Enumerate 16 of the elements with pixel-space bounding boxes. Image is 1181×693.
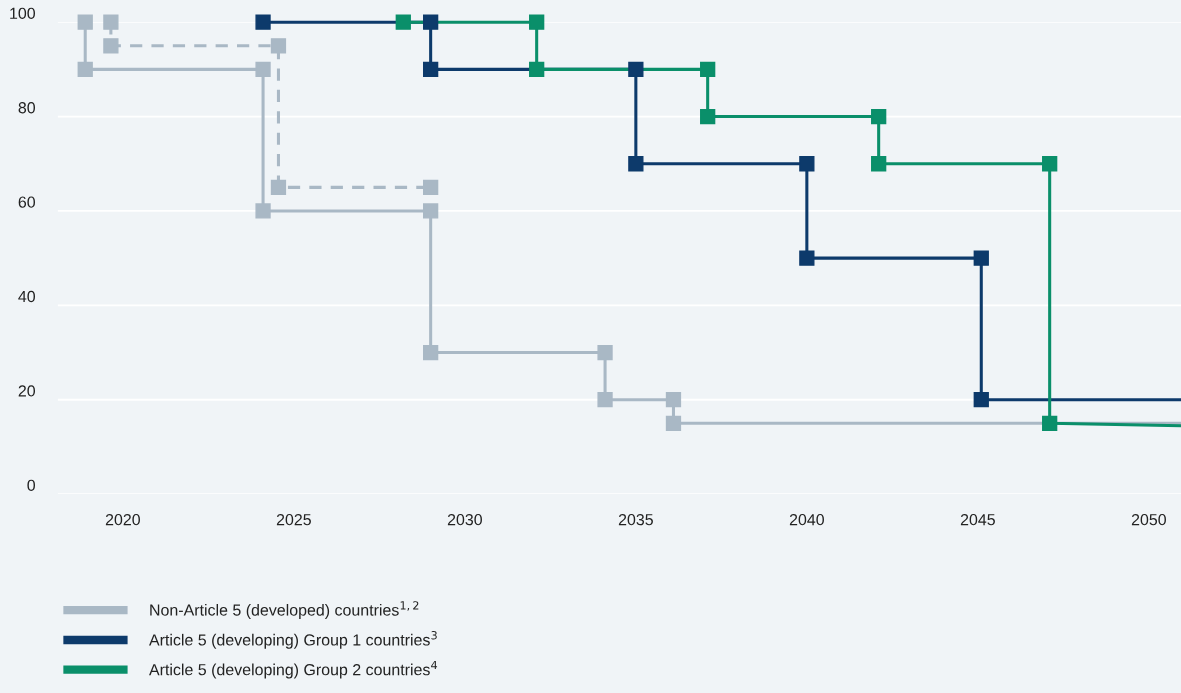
x-tick-label: 2020 (105, 513, 140, 526)
x-tick-label: 2050 (1131, 513, 1166, 526)
y-tick-label: 20 (18, 385, 36, 397)
legend-label: Article 5 (developing) Group 1 countries$^{3}$ (149, 631, 437, 649)
legend-label: Article 5 (developing) Group 2 countries$^{4}$ (149, 660, 438, 679)
y-tick-label: 40 (18, 290, 36, 303)
y-tick-label: 80 (18, 102, 36, 114)
x-tick-label: 2035 (618, 513, 653, 526)
legend-label: Non-Article 5 (developed) countries$^{1,2}$ (150, 601, 419, 619)
y-tick-label: 0 (27, 479, 36, 491)
y-tick-label: 60 (18, 196, 36, 208)
x-tick-label: 2040 (789, 513, 824, 526)
x-tick-label: 2030 (447, 513, 482, 526)
x-tick-label: 2025 (276, 513, 311, 526)
x-tick-label: 2045 (960, 513, 995, 526)
y-tick-label: 100 (10, 7, 36, 20)
